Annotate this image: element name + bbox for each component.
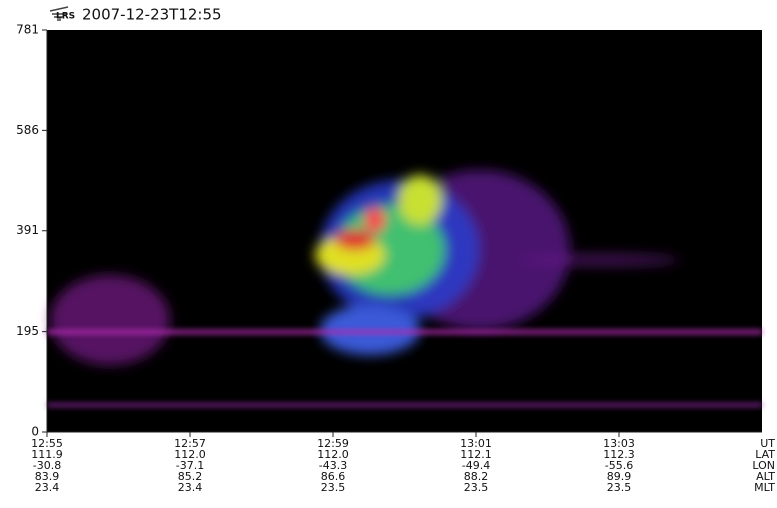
x-tick-label: 86.6 (321, 470, 346, 483)
row-name: ALT (756, 470, 775, 483)
x-tick-label: -37.1 (176, 459, 204, 472)
x-tick-label: 89.9 (607, 470, 632, 483)
y-tick-label: 195 (16, 324, 39, 338)
y-tick-label: 391 (16, 223, 39, 237)
x-tick-label: 83.9 (35, 470, 60, 483)
logo: LRS (49, 6, 75, 22)
x-tick-label: 12:55 (31, 437, 63, 450)
x-tick-label: 85.2 (178, 470, 203, 483)
y-tick-label: 0 (31, 425, 39, 439)
x-tick-label: 112.0 (317, 448, 349, 461)
x-tick-label: 23.5 (321, 481, 346, 494)
x-tick-label: 112.3 (603, 448, 635, 461)
x-tick-label: -49.4 (462, 459, 490, 472)
row-name: MLT (754, 481, 775, 494)
x-tick-label: 12:57 (174, 437, 206, 450)
x-label-row: 23.4 23.4 23.5 23.5 23.5 MLT (35, 481, 776, 494)
row-name: LON (752, 459, 775, 472)
chart-title: 2007-12-23T12:55 (82, 6, 222, 24)
x-tick-label: 88.2 (464, 470, 489, 483)
x-tick-label: -30.8 (33, 459, 61, 472)
x-tick-label: 23.5 (464, 481, 489, 494)
x-label-row: 111.9 112.0 112.0 112.1 112.3 LAT (31, 448, 775, 461)
logo-text: LRS (56, 12, 75, 22)
x-tick-label: 13:01 (460, 437, 492, 450)
spectrum-texture (47, 170, 762, 407)
axes: 0 195 391 586 781 12:55 12:57 12:59 13:01 13:03 UT… (16, 23, 775, 495)
x-tick-label: 112.1 (460, 448, 492, 461)
x-tick-label: 23.4 (35, 481, 60, 494)
x-tick-label: 23.5 (607, 481, 632, 494)
x-label-row: 83.9 85.2 86.6 88.2 89.9 ALT (35, 470, 776, 483)
x-label-row: -30.8 -37.1 -43.3 -49.4 -55.6 LON (33, 459, 775, 472)
row-name: UT (760, 437, 775, 450)
x-tick-label: -43.3 (319, 459, 347, 472)
y-tick-label: 586 (16, 123, 39, 137)
x-tick-label: 111.9 (31, 448, 63, 461)
x-tick-label: 112.0 (174, 448, 206, 461)
x-tick-label: 23.4 (178, 481, 203, 494)
x-tick-label: 12:59 (317, 437, 349, 450)
y-tick-label: 781 (16, 23, 39, 37)
x-label-row: 12:55 12:57 12:59 13:01 13:03 UT (31, 437, 775, 450)
x-tick-label: 13:03 (603, 437, 635, 450)
row-name: LAT (755, 448, 775, 461)
x-tick-label: -55.6 (605, 459, 633, 472)
